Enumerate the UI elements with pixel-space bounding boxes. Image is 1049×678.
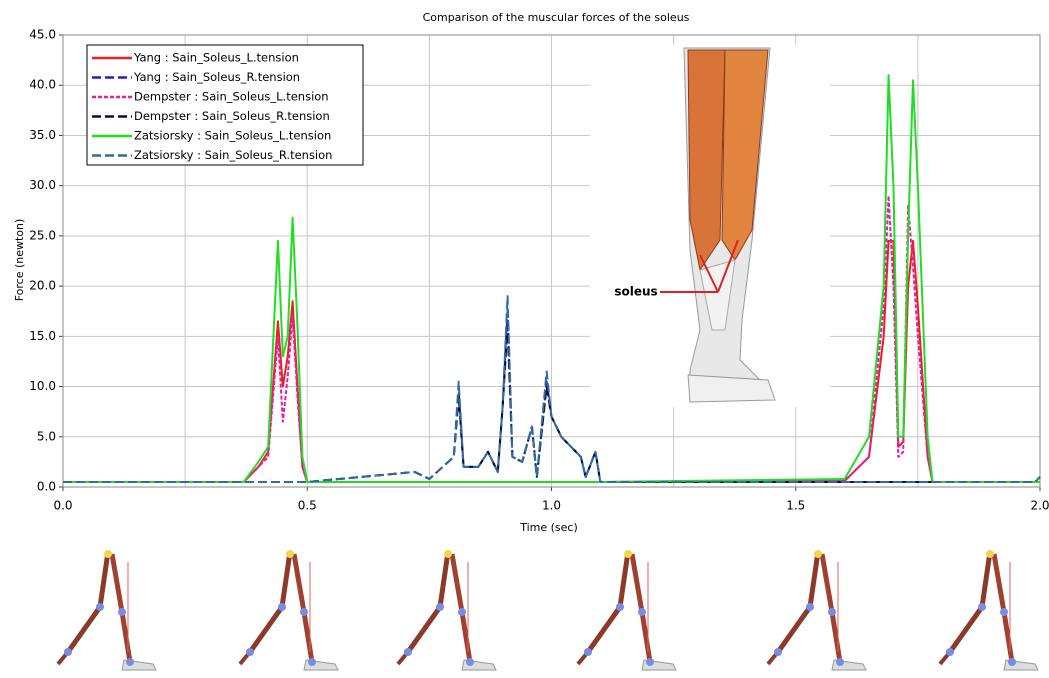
y-tick-label: 0.0 (37, 480, 56, 494)
legend-box (86, 44, 364, 166)
legend: Yang : Sain_Soleus_L.tension Yang : Sain_… (92, 51, 332, 162)
chart-title: Comparison of the muscular forces of the… (423, 11, 690, 24)
legend-label: Dempster : Sain_Soleus_R.tension (134, 109, 330, 123)
walker-figure (578, 550, 676, 670)
legend-label: Yang : Sain_Soleus_R.tension (133, 70, 300, 84)
x-tick-label: 0.5 (298, 499, 317, 513)
series-line (63, 295, 1041, 483)
y-tick-label: 40.0 (29, 78, 56, 92)
walker-figure (58, 550, 156, 670)
y-axis-label: Force (newton) (13, 219, 26, 302)
legend-label: Dempster : Sain_Soleus_L.tension (134, 90, 329, 104)
y-tick-label: 30.0 (29, 178, 56, 192)
muscle-shape (721, 49, 769, 261)
pointer-line (699, 254, 719, 293)
walking-figures (58, 550, 1038, 670)
y-tick-label: 35.0 (29, 128, 56, 142)
y-tick-label: 45.0 (29, 28, 56, 42)
y-tick-label: 15.0 (29, 329, 56, 343)
legend-label: Zatsiorsky : Sain_Soleus_L.tension (134, 129, 331, 143)
y-tick-label: 10.0 (29, 379, 56, 393)
plot-frame (62, 34, 1041, 488)
pointer-line (717, 239, 739, 293)
y-tick-label: 25.0 (29, 228, 56, 242)
walker-figure (940, 550, 1038, 670)
x-axis-label: Time (sec) (519, 521, 578, 534)
legend-label: Yang : Sain_Soleus_L.tension (133, 51, 299, 65)
series (63, 74, 1041, 483)
legend-label: Zatsiorsky : Sain_Soleus_R.tension (134, 148, 332, 162)
y-tick-label: 5.0 (37, 429, 56, 443)
muscle-illustration: soleus (590, 45, 830, 407)
x-tick-label: 0.0 (53, 499, 72, 513)
walker-figure (398, 550, 496, 670)
annotation: soleus (614, 285, 657, 299)
walker-figure (768, 550, 866, 670)
y-tick-label: 20.0 (29, 279, 56, 293)
heel (687, 374, 776, 403)
walker-figure (240, 550, 338, 670)
muscle-shape (687, 49, 726, 272)
tendon (699, 259, 736, 331)
x-tick-label: 1.0 (542, 499, 561, 513)
x-tick-label: 2.0 (1030, 499, 1049, 513)
series-line (63, 74, 1040, 483)
x-tick-label: 1.5 (786, 499, 805, 513)
